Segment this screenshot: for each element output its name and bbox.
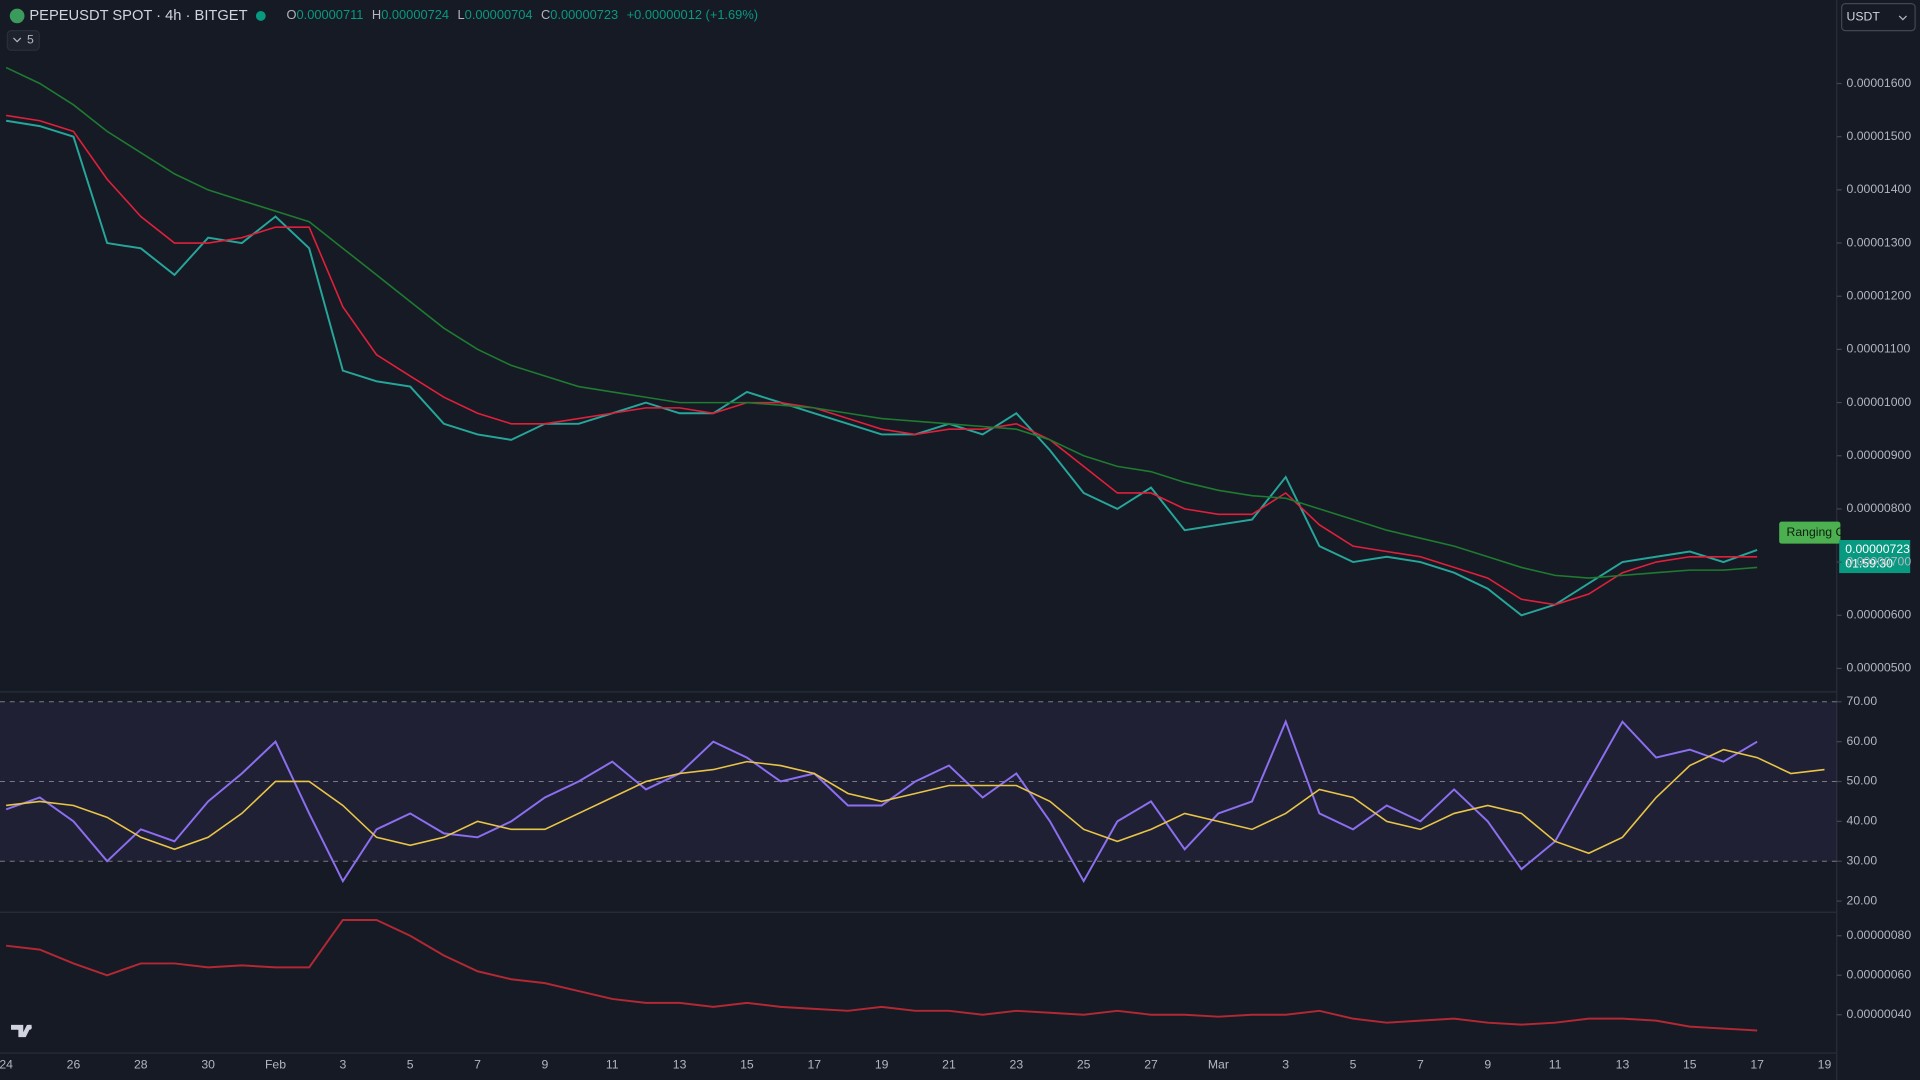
ohlc-value: 0.00000724 [381,7,449,22]
series-line [6,918,1758,1032]
x-tick-label: 11 [1549,1058,1562,1072]
x-tick-label: 30 [201,1058,215,1072]
ohlc-label: O [287,7,297,22]
y-tick-label: 0.00000800 [1847,501,1912,515]
x-tick-label: 19 [875,1058,889,1072]
countdown: 01:59:30 [1845,557,1893,571]
x-tick-label: 25 [1077,1058,1091,1072]
annotation-box [1779,521,1841,544]
x-tick-label: 19 [1818,1058,1832,1072]
y-tick-label: 0.00001000 [1847,395,1912,409]
y-tick-label: 0.00001100 [1847,342,1911,356]
logo-dot [26,1024,32,1030]
x-tick-label: 27 [1144,1058,1158,1072]
series-line [5,114,1758,606]
symbol: PEPEUSDT SPOT · 4h · BITGET [29,8,247,24]
price-label-box [1839,540,1911,574]
y-tick-label: 0.00000080 [1847,928,1912,942]
ohlc-value: 0.00000704 [465,7,533,22]
status-dot [255,11,266,21]
x-tick-label: 11 [606,1058,619,1072]
y-tick-label: 0.00001400 [1847,182,1912,196]
ohlc-value: 0.00000711 [297,7,364,22]
y-tick-label: 60.00 [1847,734,1878,748]
x-tick-label: 13 [1616,1058,1630,1072]
chevron [1898,15,1907,21]
series-line [5,119,1758,617]
currency: USDT [1847,9,1881,23]
ohlc: O0.00000711 H0.00000724 L0.00000704 C0.0… [287,7,759,22]
x-tick-label: Feb [265,1058,286,1072]
chevron [13,37,22,43]
toggle-box[interactable] [6,30,40,51]
change: +0.00000012 (+1.69%) [627,7,758,22]
x-tick-label: 5 [407,1058,414,1072]
annotation: Ranging C [1787,525,1845,539]
y-tick-label: 20.00 [1847,893,1878,907]
y-tick-label: 0.00000040 [1847,1007,1912,1021]
x-tick-label: 15 [1683,1058,1697,1072]
y-tick-label: 0.00000900 [1847,448,1912,462]
ohlc-label: C [541,7,550,22]
series-line [6,748,1825,855]
x-tick-label: 15 [740,1058,754,1072]
x-tick-label: 7 [474,1058,481,1072]
indicator-count: 5 [27,33,34,47]
y-tick-label: 0.00001200 [1847,288,1912,302]
series-line [5,66,1758,579]
indicator-toggle[interactable]: 5 [6,30,40,51]
logo-mark [11,1024,32,1038]
y-tick-label: 70.00 [1847,694,1878,708]
x-tick-label: 9 [1484,1058,1491,1072]
x-tick-label: 28 [134,1058,148,1072]
x-tick-label: 7 [1417,1058,1424,1072]
y-tick-label: 0.00001600 [1847,76,1912,90]
y-tick-label: 0.00001500 [1847,129,1912,143]
x-tick-label: 9 [541,1058,548,1072]
x-tick-label: 3 [339,1058,346,1072]
currency-box[interactable] [1841,3,1916,32]
y-tick-label: 0.00000500 [1847,661,1912,675]
logo [11,1024,32,1038]
currency-select[interactable]: USDT [1841,3,1916,32]
y-tick-label: 40.00 [1847,814,1878,828]
symbol-icon [9,8,25,24]
y-tick-label: 0.00001300 [1847,235,1912,249]
x-tick-label: 13 [673,1058,687,1072]
y-tick-label: 0.00000700 [1847,554,1912,568]
x-tick-label: 3 [1282,1058,1289,1072]
x-tick-label: 24 [0,1058,13,1072]
x-tick-label: 23 [1010,1058,1024,1072]
series-line [5,719,1758,884]
y-tick-label: 0.00000600 [1847,608,1912,622]
price-label: 0.00000723 [1845,542,1910,556]
x-tick-label: 26 [67,1058,81,1072]
ohlc-label: L [458,7,465,22]
y-tick-label: 30.00 [1847,853,1878,867]
y-tick-label: 50.00 [1847,774,1878,788]
x-tick-label: 5 [1350,1058,1357,1072]
x-tick-label: 17 [1750,1058,1764,1072]
x-tick-label: 21 [942,1058,956,1072]
x-tick-label: Mar [1208,1058,1229,1072]
ohlc-label: H [372,7,381,22]
y-tick-label: 0.00000060 [1847,967,1912,981]
x-tick-label: 17 [807,1058,821,1072]
ohlc-value: 0.00000723 [550,7,618,22]
